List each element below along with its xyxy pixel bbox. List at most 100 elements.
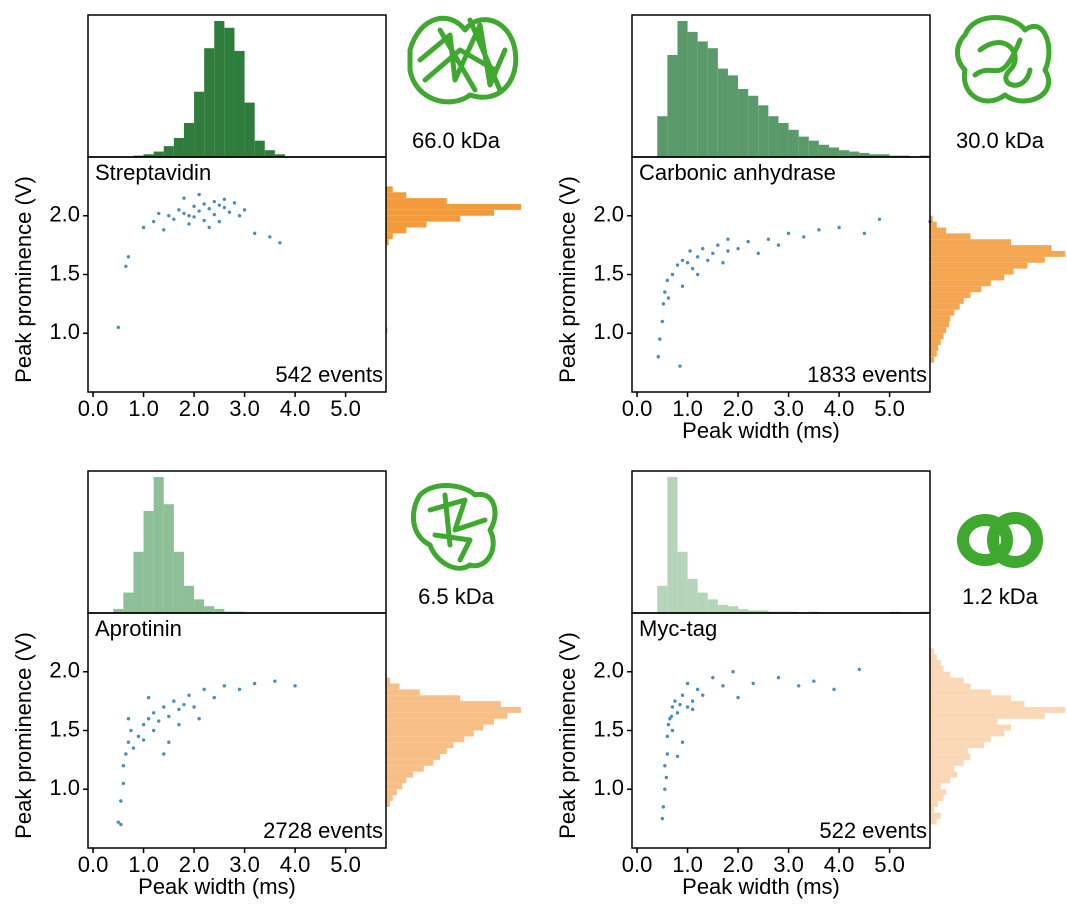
histogram-bar bbox=[930, 801, 939, 807]
scatter-point bbox=[222, 205, 227, 210]
y-axis-label: Peak prominence (V) bbox=[11, 176, 36, 383]
histogram-bar bbox=[707, 599, 718, 613]
x-axis-label: Peak width (ms) bbox=[138, 874, 296, 899]
scatter-point bbox=[786, 231, 791, 236]
histogram-bar bbox=[879, 154, 890, 157]
scatter-point bbox=[131, 746, 136, 750]
scatter-point bbox=[172, 699, 176, 703]
histogram-bar bbox=[386, 689, 420, 696]
scatter-point bbox=[746, 239, 750, 244]
plot-frame bbox=[87, 156, 387, 393]
histogram-bar bbox=[930, 280, 991, 287]
histogram-bar bbox=[930, 251, 1065, 257]
scatter-point bbox=[716, 243, 720, 247]
histogram-bar bbox=[930, 789, 947, 796]
histogram-bar bbox=[930, 695, 1011, 702]
scatter-point bbox=[706, 258, 710, 263]
histogram-bar bbox=[930, 671, 951, 678]
histogram-bar bbox=[717, 604, 728, 613]
histogram-bar bbox=[386, 215, 461, 222]
histogram-bar bbox=[930, 748, 968, 754]
histogram-bar bbox=[930, 215, 933, 222]
y-tick-label: 1.0 bbox=[49, 319, 80, 344]
scatter-point bbox=[673, 699, 677, 703]
histogram-bar bbox=[386, 748, 447, 754]
scatter-point bbox=[776, 243, 781, 247]
panel-title: Carbonic anhydrase bbox=[639, 160, 836, 185]
histogram-bar bbox=[930, 730, 1005, 737]
scatter-point bbox=[663, 787, 667, 791]
scatter-point bbox=[678, 702, 682, 707]
histogram-bar bbox=[798, 136, 809, 157]
histogram-bar bbox=[930, 683, 971, 690]
histogram-bar bbox=[214, 608, 225, 613]
histogram-bar bbox=[930, 742, 984, 749]
histogram-bar bbox=[386, 754, 440, 760]
histogram-bar bbox=[930, 648, 935, 655]
histogram-bar bbox=[930, 701, 1025, 707]
histogram-bar bbox=[930, 812, 941, 819]
event-count: 522 events bbox=[819, 818, 927, 843]
x-tick-label: 2.0 bbox=[179, 396, 210, 421]
histogram-bar bbox=[758, 105, 769, 157]
scatter-point bbox=[701, 246, 705, 251]
scatter-point bbox=[192, 204, 196, 209]
x-tick-label: 1.0 bbox=[128, 396, 159, 421]
x-tick-label: 1.0 bbox=[672, 396, 703, 421]
scatter-point bbox=[232, 201, 237, 205]
histogram-bar bbox=[930, 759, 964, 766]
x-tick-label: 0.0 bbox=[622, 396, 653, 421]
scatter-point bbox=[669, 714, 674, 719]
scatter-point bbox=[664, 775, 669, 780]
histogram-bar bbox=[930, 654, 937, 660]
histogram-bar bbox=[677, 551, 688, 613]
histogram-bar bbox=[930, 350, 937, 357]
histogram-bar bbox=[930, 783, 941, 790]
scatter-point bbox=[121, 781, 126, 786]
y-tick-label: 1.0 bbox=[49, 775, 80, 800]
x-tick-label: 4.0 bbox=[824, 852, 855, 877]
panel-title: Myc-tag bbox=[639, 616, 717, 641]
scatter-point bbox=[675, 711, 680, 715]
histogram-bar bbox=[697, 592, 708, 613]
scatter-point bbox=[726, 249, 730, 253]
scatter-point bbox=[273, 679, 277, 683]
histogram-bar bbox=[748, 610, 759, 613]
scatter-point bbox=[167, 740, 171, 744]
scatter-point bbox=[685, 261, 690, 265]
scatter-point bbox=[187, 222, 191, 226]
histogram-bar bbox=[930, 333, 944, 340]
x-tick-label: 4.0 bbox=[280, 852, 311, 877]
histogram-bar bbox=[748, 95, 759, 157]
histogram-bar bbox=[143, 511, 154, 613]
panel-title: Aprotinin bbox=[95, 616, 182, 641]
histogram-bar bbox=[930, 356, 935, 363]
scatter-point bbox=[124, 264, 128, 268]
histogram-bar bbox=[697, 41, 708, 157]
scatter-point bbox=[731, 670, 735, 674]
scatter-point bbox=[680, 693, 685, 697]
scatter-point bbox=[177, 722, 181, 727]
y-tick-label: 1.5 bbox=[49, 260, 80, 285]
histogram-bar bbox=[153, 477, 164, 613]
histogram-bar bbox=[930, 239, 1011, 246]
scatter-point bbox=[817, 228, 821, 232]
histogram-bar bbox=[778, 123, 789, 157]
scatter-point bbox=[656, 355, 660, 359]
histogram-bar bbox=[386, 707, 521, 713]
histogram-bar bbox=[758, 610, 769, 613]
scatter-point bbox=[177, 208, 181, 212]
protein-structure bbox=[410, 483, 498, 571]
scatter-point bbox=[227, 210, 232, 214]
scatter-point bbox=[177, 707, 181, 712]
scatter-point bbox=[187, 214, 191, 218]
histogram-bar bbox=[657, 116, 668, 157]
scatter-point bbox=[660, 816, 665, 821]
histogram-bar bbox=[386, 730, 474, 737]
histogram-bar bbox=[930, 286, 982, 293]
scatter-point bbox=[278, 241, 282, 245]
x-tick-label: 0.0 bbox=[622, 852, 653, 877]
scatter-point bbox=[670, 705, 675, 709]
scatter-point bbox=[756, 251, 760, 256]
scatter-point bbox=[877, 217, 882, 221]
